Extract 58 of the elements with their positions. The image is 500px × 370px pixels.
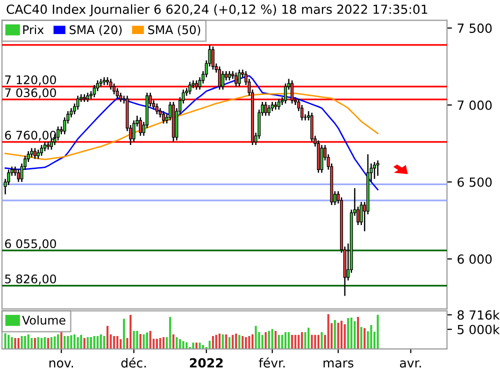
candlestick <box>234 72 238 88</box>
candlestick <box>238 68 241 88</box>
candlestick <box>109 78 112 90</box>
candlestick <box>16 169 20 183</box>
candlestick <box>194 80 198 90</box>
candlestick <box>290 80 294 104</box>
legend-label: Prix <box>23 25 44 34</box>
candlestick <box>228 70 231 82</box>
candlestick <box>320 144 324 174</box>
candlestick <box>119 92 122 103</box>
x-tick-label: avr. <box>400 360 421 368</box>
candlestick <box>267 104 271 116</box>
candlestick <box>264 101 268 116</box>
x-tick-label: mars <box>324 360 354 368</box>
x-tick-label: déc. <box>121 357 146 368</box>
x-tick-label: févr. <box>258 357 285 368</box>
y-tick-label: 7 500 <box>458 24 492 33</box>
candlestick <box>116 87 119 100</box>
candlestick <box>76 95 80 110</box>
candlestick <box>43 141 46 152</box>
ref-line-label: 7 120,00 <box>5 75 56 86</box>
candlestick <box>162 110 166 124</box>
ref-line-label: 6 055,00 <box>5 239 56 250</box>
candlestick <box>112 82 116 95</box>
candlestick <box>284 82 287 104</box>
candlestick <box>132 120 136 143</box>
y-tick-label: 8 716k <box>458 310 500 320</box>
candlestick <box>188 81 192 95</box>
candlestick <box>372 161 376 180</box>
candlestick <box>270 101 274 112</box>
chart-title: CAC40 Index Journalier 6 620,24 (+0,12 %) 18 mars 2022 17:35:01 <box>6 4 428 16</box>
candlestick <box>86 92 90 103</box>
x-tick-label: nov. <box>49 360 73 368</box>
y-tick-label: 6 500 <box>458 177 492 187</box>
ref-line-label: 6 760,00 <box>5 130 56 141</box>
candlestick <box>218 66 222 90</box>
candlestick <box>310 112 314 143</box>
y-tick-label: 5 000k <box>458 324 500 334</box>
candlestick <box>211 46 214 70</box>
candlestick <box>33 147 36 160</box>
legend-label: Volume <box>22 316 66 325</box>
candlestick <box>40 144 44 156</box>
candlestick <box>221 70 224 90</box>
candlestick <box>30 147 34 158</box>
candlestick <box>36 149 40 160</box>
legend-label: SMA (50) <box>148 25 200 36</box>
candlestick <box>138 116 142 136</box>
y-tick-label: 7 000 <box>458 100 492 110</box>
candlestick <box>155 102 158 115</box>
candlestick <box>92 84 96 98</box>
x-tick-label: 2022 <box>190 358 223 368</box>
ref-line-label: 7 036,00 <box>5 88 56 98</box>
candlestick <box>376 160 380 176</box>
legend-label: SMA (20) <box>70 25 122 36</box>
ref-line-label: 5 826,00 <box>5 274 56 285</box>
y-tick-label: 6 000 <box>458 254 492 264</box>
candlestick <box>277 98 280 110</box>
candlestick <box>56 126 60 142</box>
